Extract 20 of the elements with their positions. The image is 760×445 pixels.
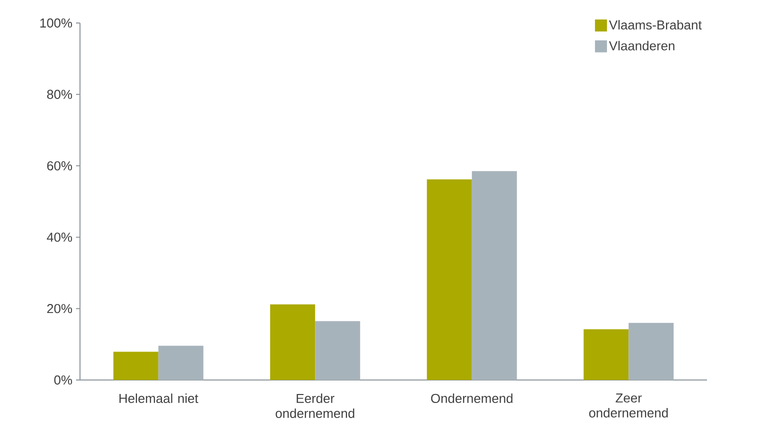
x-tick-label: Eerder ondernemend <box>276 394 354 418</box>
bar <box>315 321 360 380</box>
x-tick-label: Helemaal niet <box>119 394 198 404</box>
y-tick-label: 0% <box>54 375 72 385</box>
bar <box>584 329 629 380</box>
bar <box>158 346 204 380</box>
legend-label: Vlaanderen <box>609 40 674 50</box>
legend-label: Vlaams-Brabant <box>609 20 702 30</box>
bar <box>113 352 158 380</box>
bar <box>270 304 316 380</box>
bar <box>472 171 517 380</box>
bar <box>426 179 472 380</box>
y-tick-label: 20% <box>47 304 72 314</box>
bar <box>628 322 674 380</box>
y-tick-label: 100% <box>40 18 72 28</box>
y-tick-label: 80% <box>47 90 72 99</box>
x-tick-label: Ondernemend <box>431 394 512 404</box>
x-tick-label: Zeer ondernemend <box>589 394 668 418</box>
y-tick-label: 40% <box>46 232 72 242</box>
y-tick-label: 60% <box>47 161 72 170</box>
